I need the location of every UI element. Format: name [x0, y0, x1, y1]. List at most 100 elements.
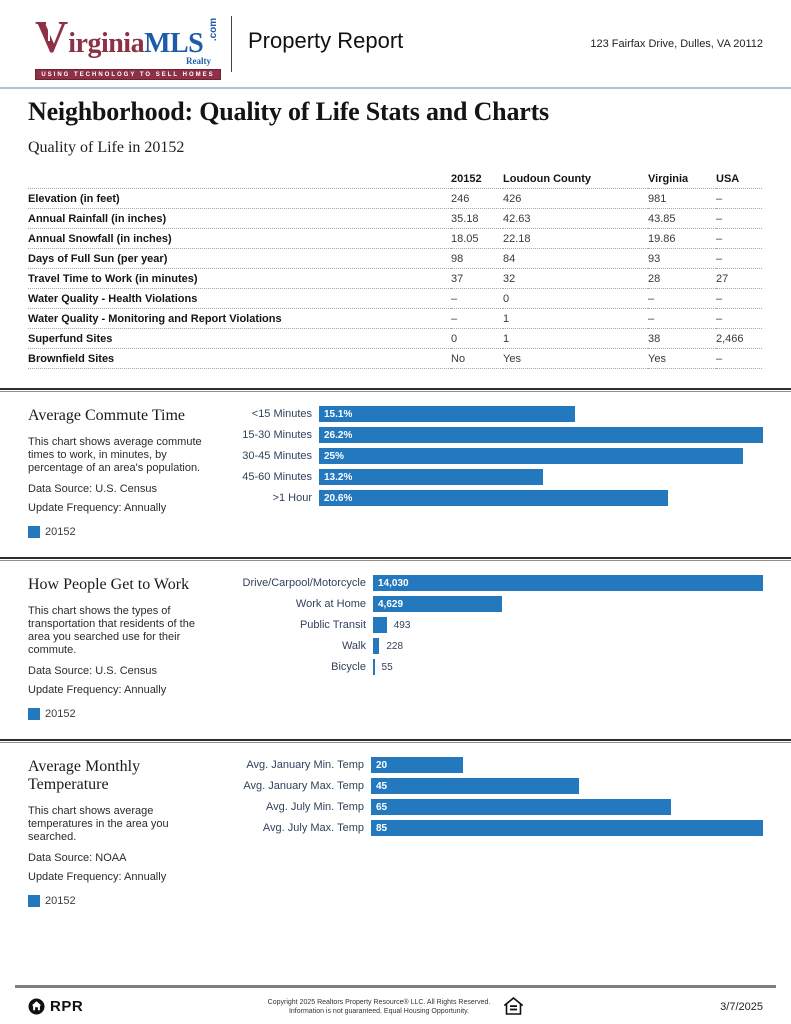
chart-update-frequency: Update Frequency: Annually [28, 502, 167, 514]
stat-value: 28 [648, 268, 716, 289]
stat-value: – [648, 288, 716, 309]
stat-value: 93 [648, 248, 716, 269]
stat-value: Yes [648, 348, 716, 369]
bar-track: 228 [373, 638, 763, 654]
bar-category-label: Avg. January Min. Temp [246, 759, 364, 771]
section-divider [0, 739, 791, 743]
bar: 15.1% [319, 406, 575, 422]
legend-swatch [28, 895, 40, 907]
bar-track: 55 [373, 659, 763, 675]
stat-label: Elevation (in feet) [28, 188, 451, 209]
bar: 85 [371, 820, 763, 836]
legend-label: 20152 [45, 708, 76, 720]
bar-value-label: 4,629 [378, 598, 404, 610]
stat-value: 426 [503, 188, 648, 209]
header-rule [0, 87, 791, 89]
stat-value: 98 [451, 248, 503, 269]
bar-value-label: 13.2% [324, 471, 353, 483]
copyright-text: Copyright 2025 Realtors Property Resourc… [268, 998, 491, 1016]
footer-center: Copyright 2025 Realtors Property Resourc… [178, 997, 613, 1016]
page-title: Neighborhood: Quality of Life Stats and … [28, 97, 549, 126]
legend-label: 20152 [45, 895, 76, 907]
bar: 20 [371, 757, 464, 773]
logo-figure-head [46, 21, 51, 26]
bar-category-label: 45-60 Minutes [242, 471, 312, 483]
stat-value: 37 [451, 268, 503, 289]
chart-description: This chart shows average temperatures in… [28, 805, 169, 843]
logo-dot-com: .com [207, 17, 219, 42]
stat-value: – [716, 228, 762, 249]
stat-value: 42.63 [503, 208, 648, 229]
bar: 14,030 [373, 575, 763, 591]
bar-row: Bicycle 55 [223, 659, 763, 675]
bar: 20.6% [319, 490, 669, 506]
stat-label: Water Quality - Health Violations [28, 288, 451, 309]
bar-category-label: Avg. July Max. Temp [262, 822, 364, 834]
bar-value-label: 14,030 [378, 577, 409, 589]
chart-description: This chart shows the types of transporta… [28, 605, 195, 656]
bar-track: 20 [371, 757, 763, 773]
stat-value: 981 [648, 188, 716, 209]
stat-value: 1 [503, 328, 648, 349]
quality-of-life-table: 20152 Loudoun County Virginia USA Elevat… [28, 169, 762, 369]
bar-value-label: 25% [324, 450, 345, 462]
stat-value: 19.86 [648, 228, 716, 249]
table-row: Annual Rainfall (in inches) 35.18 42.63 43.… [28, 208, 762, 229]
bar-value-label: 26.2% [324, 429, 353, 441]
bar-category-label: 30-45 Minutes [242, 450, 312, 462]
rpr-label: RPR [50, 998, 84, 1015]
bar: 25% [319, 448, 743, 464]
chart-info: Average Commute Time This chart shows av… [28, 405, 223, 538]
logo-tagline-banner: USING TECHNOLOGY TO SELL HOMES [35, 69, 221, 80]
bar-row: 30-45 Minutes 25% [223, 448, 763, 464]
property-address: 123 Fairfax Drive, Dulles, VA 20112 [590, 38, 763, 50]
stat-value: 38 [648, 328, 716, 349]
chart-update-frequency: Update Frequency: Annually [28, 684, 167, 696]
bar-track: 14,030 [373, 575, 763, 591]
logo-irginia: irginia [68, 28, 145, 59]
stat-label: Superfund Sites [28, 328, 451, 349]
chart-title: Average Monthly Temperature [28, 758, 141, 793]
legend-label: 20152 [45, 526, 76, 538]
bar-track: 493 [373, 617, 763, 633]
stat-value: 35.18 [451, 208, 503, 229]
bar: 13.2% [319, 469, 543, 485]
stat-label: Days of Full Sun (per year) [28, 248, 451, 269]
table-row: Days of Full Sun (per year) 98 84 93– [28, 248, 762, 269]
bar-row: 15-30 Minutes 26.2% [223, 427, 763, 443]
chart-data-source: Data Source: U.S. Census [28, 665, 158, 677]
bar-row: <15 Minutes 15.1% [223, 406, 763, 422]
bar-row: >1 Hour 20.6% [223, 490, 763, 506]
table-header-spacer [28, 169, 451, 189]
chart-info: Average Monthly Temperature This chart s… [28, 756, 223, 907]
bar-chart: <15 Minutes 15.1% 15-30 Minutes 26.2% 30-45 … [223, 405, 763, 538]
stat-value: 84 [503, 248, 648, 269]
stat-label: Brownfield Sites [28, 348, 451, 369]
footer-rule [15, 985, 776, 988]
table-row: Elevation (in feet) 246 426 981– [28, 188, 762, 209]
bar: 65 [371, 799, 671, 815]
report-footer: RPR Copyright 2025 Realtors Property Res… [0, 985, 791, 1016]
stat-value: 22.18 [503, 228, 648, 249]
logo-letter-v: V [35, 11, 69, 62]
bar-value-label: 45 [376, 780, 388, 792]
bar: 26.2% [319, 427, 763, 443]
chart-title: Average Commute Time [28, 407, 186, 424]
bar-track: 20.6% [319, 490, 763, 506]
bar-track: 13.2% [319, 469, 763, 485]
stat-value: – [451, 288, 503, 309]
bar-category-label: Avg. July Min. Temp [265, 801, 364, 813]
bar-category-label: Avg. January Max. Temp [243, 780, 364, 792]
bar-value-label: 85 [376, 822, 388, 834]
bar-track: 15.1% [319, 406, 763, 422]
table-row: Brownfield Sites No Yes Yes – [28, 348, 762, 369]
stat-value: 18.05 [451, 228, 503, 249]
bar-value-label: 228 [386, 640, 404, 652]
column-header: Loudoun County [503, 169, 648, 189]
bar-chart: Drive/Carpool/Motorcycle 14,030 Work at Ho… [223, 574, 763, 720]
header-vertical-divider [231, 16, 232, 72]
bar-value-label: 65 [376, 801, 388, 813]
